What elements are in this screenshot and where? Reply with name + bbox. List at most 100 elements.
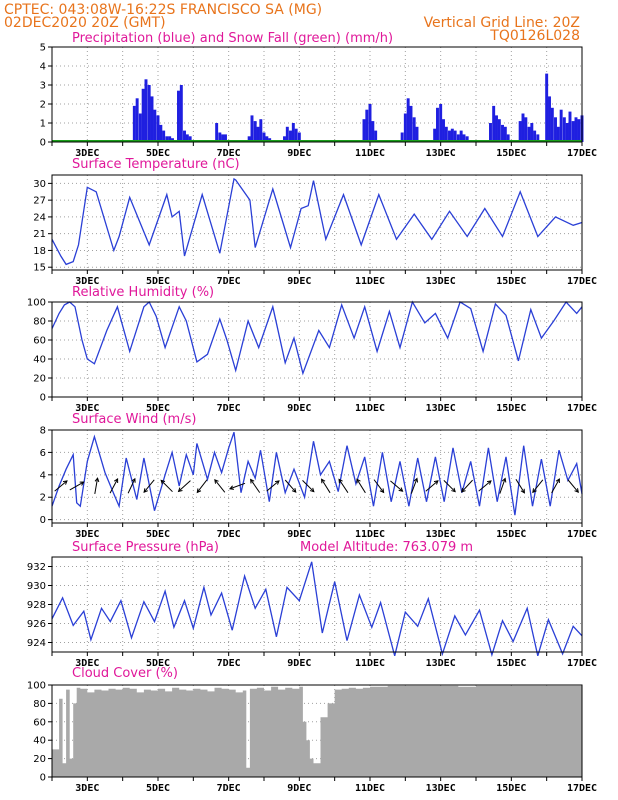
wind-arrow bbox=[214, 478, 226, 493]
wind-ytick-label: 0 bbox=[40, 515, 46, 526]
wind-arrow-head bbox=[250, 478, 255, 484]
header-grid-note: Vertical Grid Line: 20Z bbox=[424, 15, 580, 31]
cloud-xtick-label: 13DEC bbox=[426, 783, 456, 794]
humidity-xtick-label: 9DEC bbox=[287, 403, 311, 414]
wind-arrow-head bbox=[274, 480, 280, 485]
precip-bar bbox=[256, 126, 260, 142]
pressure-panel-title: Surface Pressure (hPa) bbox=[72, 540, 219, 555]
wind-arrow bbox=[302, 480, 315, 493]
wind-arrow-head bbox=[62, 480, 68, 485]
humidity-panel: 0 20 40 60 80 100 3DEC 5DEC 7DEC 9DEC 11DEC 13DEC 15… bbox=[27, 298, 597, 415]
wind-xtick-label: 11DEC bbox=[355, 529, 385, 540]
precip-bar bbox=[135, 98, 139, 142]
precip-bar bbox=[574, 117, 578, 142]
wind-arrow-shaft bbox=[250, 479, 261, 493]
precip-bar bbox=[436, 107, 439, 142]
precip-bar bbox=[565, 123, 569, 142]
precip-xtick-label: 15DEC bbox=[496, 148, 526, 159]
wind-arrow-shaft bbox=[515, 478, 525, 494]
cloud-ytick-label: 40 bbox=[33, 736, 46, 747]
humidity-xtick-label: 5DEC bbox=[146, 403, 170, 414]
wind-arrow bbox=[250, 478, 261, 493]
pressure-xtick-label: 13DEC bbox=[426, 658, 456, 669]
precip-bar bbox=[530, 123, 534, 142]
temperature-xtick-label: 5DEC bbox=[146, 276, 170, 287]
wind-arrow-shaft bbox=[499, 478, 506, 494]
precip-bar bbox=[456, 134, 460, 142]
precip-bar bbox=[518, 121, 522, 142]
wind-arrow-shaft bbox=[266, 480, 280, 492]
precip-bar bbox=[548, 96, 551, 142]
precip-bar bbox=[215, 123, 219, 142]
cloud-panel-title: Cloud Cover (%) bbox=[72, 666, 178, 681]
wind-arrow-shaft bbox=[567, 479, 579, 493]
precip-bar bbox=[144, 79, 148, 142]
pressure-line bbox=[51, 561, 583, 658]
wind-arrow-head bbox=[229, 485, 235, 490]
precip-bar bbox=[559, 109, 563, 142]
wind-arrow bbox=[443, 480, 456, 493]
wind-arrow-head bbox=[338, 478, 343, 484]
temperature-panel-title: Surface Temperature (nC) bbox=[72, 157, 240, 172]
precip-xtick-label: 9DEC bbox=[287, 148, 311, 159]
pressure-ytick-label: 930 bbox=[27, 581, 46, 592]
temperature-ytick-label: 18 bbox=[33, 246, 46, 257]
precip-xtick-label: 3DEC bbox=[75, 148, 99, 159]
precip-bar bbox=[415, 126, 419, 142]
humidity-xtick-label: 3DEC bbox=[75, 403, 99, 414]
precip-bar bbox=[221, 134, 225, 142]
wind-ytick-label: 2 bbox=[40, 493, 46, 504]
pressure-panel: 924 926 928 930 932 3DEC 5DEC 7DEC 9DEC 11DEC 13DE… bbox=[27, 556, 597, 669]
humidity-ytick-label: 100 bbox=[27, 298, 46, 309]
humidity-line bbox=[51, 300, 583, 376]
pressure-xtick-label: 5DEC bbox=[146, 658, 170, 669]
wind-arrow-shaft bbox=[373, 479, 385, 493]
precip-bar bbox=[459, 130, 463, 142]
wind-arrow bbox=[127, 477, 136, 494]
precip-bar bbox=[185, 134, 189, 142]
wind-arrow-head bbox=[309, 487, 315, 493]
wind-arrow-head bbox=[501, 477, 507, 483]
wind-arrow-head bbox=[196, 488, 202, 494]
precip-bar bbox=[577, 119, 581, 142]
wind-arrow bbox=[54, 480, 68, 492]
precip-bar bbox=[138, 113, 142, 142]
temperature-line bbox=[51, 177, 583, 266]
wind-arrow-head bbox=[451, 487, 456, 493]
precip-ytick-label: 2 bbox=[40, 100, 46, 111]
wind-arrow bbox=[177, 480, 191, 493]
wind-arrow-head bbox=[160, 479, 166, 485]
wind-arrow-shaft bbox=[214, 479, 226, 493]
pressure-ytick-label: 924 bbox=[27, 638, 46, 649]
precip-bar bbox=[153, 109, 157, 142]
wind-arrow bbox=[356, 478, 366, 494]
wind-arrow-shaft bbox=[229, 482, 246, 490]
wind-arrow-head bbox=[131, 477, 136, 483]
precip-ytick-label: 1 bbox=[40, 119, 46, 130]
wind-ytick-label: 4 bbox=[40, 470, 46, 481]
wind-xtick-label: 5DEC bbox=[146, 529, 170, 540]
wind-arrow bbox=[196, 479, 208, 494]
precip-bar bbox=[536, 134, 540, 142]
precip-xtick-label: 11DEC bbox=[355, 148, 385, 159]
wind-arrow bbox=[229, 482, 246, 490]
wind-arrow-shaft bbox=[532, 479, 544, 493]
precip-bar bbox=[521, 113, 525, 142]
precip-bar bbox=[265, 136, 269, 142]
precip-bar bbox=[289, 130, 292, 142]
precip-ytick-label: 5 bbox=[40, 43, 46, 54]
precip-bar bbox=[294, 128, 298, 142]
cloud-xtick-label: 9DEC bbox=[287, 783, 311, 794]
wind-arrow bbox=[143, 479, 155, 494]
precip-bar bbox=[571, 121, 575, 142]
humidity-ytick-label: 20 bbox=[33, 374, 46, 385]
precip-bar bbox=[562, 117, 566, 142]
temperature-ytick-label: 30 bbox=[33, 179, 46, 190]
header-run-time: 02DEC2020 20Z (GMT) bbox=[4, 15, 166, 31]
cloud-ytick-label: 100 bbox=[27, 681, 46, 692]
precip-bar bbox=[497, 119, 501, 142]
precip-bar bbox=[503, 126, 507, 142]
wind-arrow-shaft bbox=[160, 480, 173, 493]
humidity-xtick-label: 13DEC bbox=[426, 403, 456, 414]
precip-bar bbox=[403, 113, 407, 142]
